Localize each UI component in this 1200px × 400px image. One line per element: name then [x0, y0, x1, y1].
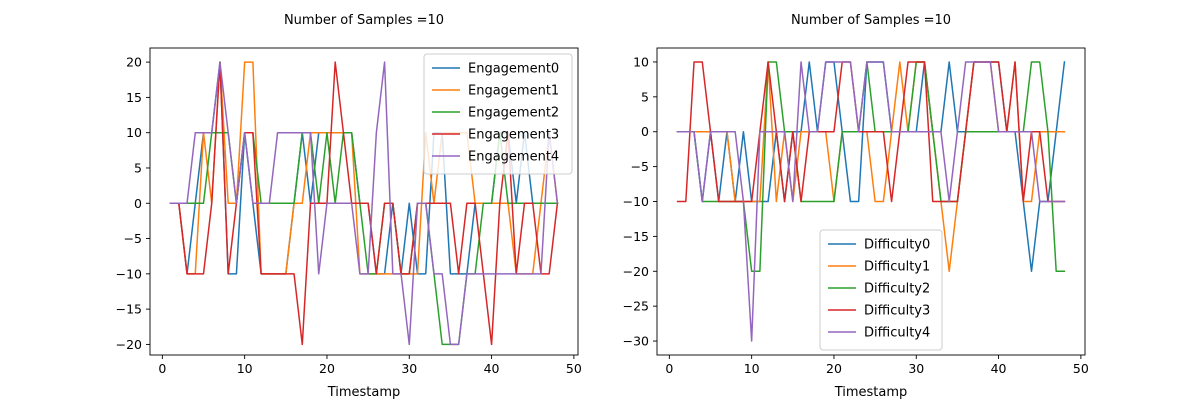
series-line-Difficulty3 [676, 61, 1066, 203]
series-line-Difficulty4 [676, 61, 1066, 342]
y-tick-label: −30 [623, 334, 649, 349]
legend-label-Difficulty4: Difficulty4 [864, 326, 930, 341]
x-tick-label: 20 [319, 361, 335, 376]
x-tick-label: 50 [1073, 361, 1089, 376]
y-tick-label: 0 [641, 124, 649, 139]
y-tick-label: −5 [124, 231, 142, 246]
legend-label-Difficulty1: Difficulty1 [864, 260, 930, 275]
x-tick-label: 10 [744, 361, 760, 376]
plot-frame [149, 47, 579, 356]
y-tick-label: −5 [631, 159, 649, 174]
y-tick-label: −15 [116, 302, 142, 317]
legend: Engagement0 Engagement1 Engagement2 Engagem… [423, 53, 573, 175]
legend-box [423, 53, 573, 175]
chart-panel-2: 0 10 20 30 40 50 −30 −25 −20 −15 −10 −5 0 5 10 Number o… [623, 13, 1089, 400]
y-tick-label: 5 [134, 160, 142, 175]
x-tick-label: 0 [158, 361, 166, 376]
chart-title: Number of Samples =10 [791, 13, 951, 28]
x-tick-label: 40 [484, 361, 500, 376]
x-tick-label: 50 [566, 361, 582, 376]
series-line-Engagement3 [169, 61, 559, 346]
y-tick-label: 10 [633, 54, 649, 69]
legend-box [819, 229, 943, 351]
y-tick-label: −15 [623, 229, 649, 244]
y-tick-label: −10 [623, 194, 649, 209]
legend: Difficulty0 Difficulty1 Difficulty2 Difficu… [819, 229, 943, 351]
y-tick-label: −20 [623, 264, 649, 279]
x-tick-label: 0 [665, 361, 673, 376]
chart-title: Number of Samples =10 [284, 13, 444, 28]
x-tick-label: 40 [991, 361, 1007, 376]
x-axis-label: Timestamp [834, 385, 908, 400]
y-tick-label: −25 [623, 299, 649, 314]
legend-label-Difficulty3: Difficulty3 [864, 304, 930, 319]
x-tick-label: 10 [237, 361, 253, 376]
y-tick-label: −20 [116, 337, 142, 352]
x-tick-label: 20 [826, 361, 842, 376]
legend-label-Difficulty0: Difficulty0 [864, 238, 930, 253]
legend-label-Difficulty2: Difficulty2 [864, 282, 930, 297]
chart-panel-1: 0 10 20 30 40 50 −20 −15 −10 −5 0 5 10 15 20 Number of … [116, 13, 582, 400]
y-tick-label: 10 [126, 125, 142, 140]
y-tick-label: 0 [134, 196, 142, 211]
x-tick-label: 30 [908, 361, 924, 376]
legend-label-Engagement2: Engagement2 [468, 106, 559, 121]
legend-label-Engagement1: Engagement1 [468, 84, 559, 99]
series-line-Engagement4 [169, 61, 559, 346]
y-tick-label: 5 [641, 89, 649, 104]
legend-label-Engagement3: Engagement3 [468, 128, 559, 143]
x-axis-label: Timestamp [327, 385, 401, 400]
y-tick-label: 15 [126, 90, 142, 105]
y-tick-label: 20 [126, 55, 142, 70]
y-tick-label: −10 [116, 266, 142, 281]
x-tick-label: 30 [401, 361, 417, 376]
legend-label-Engagement0: Engagement0 [468, 62, 559, 77]
legend-label-Engagement4: Engagement4 [468, 150, 559, 165]
